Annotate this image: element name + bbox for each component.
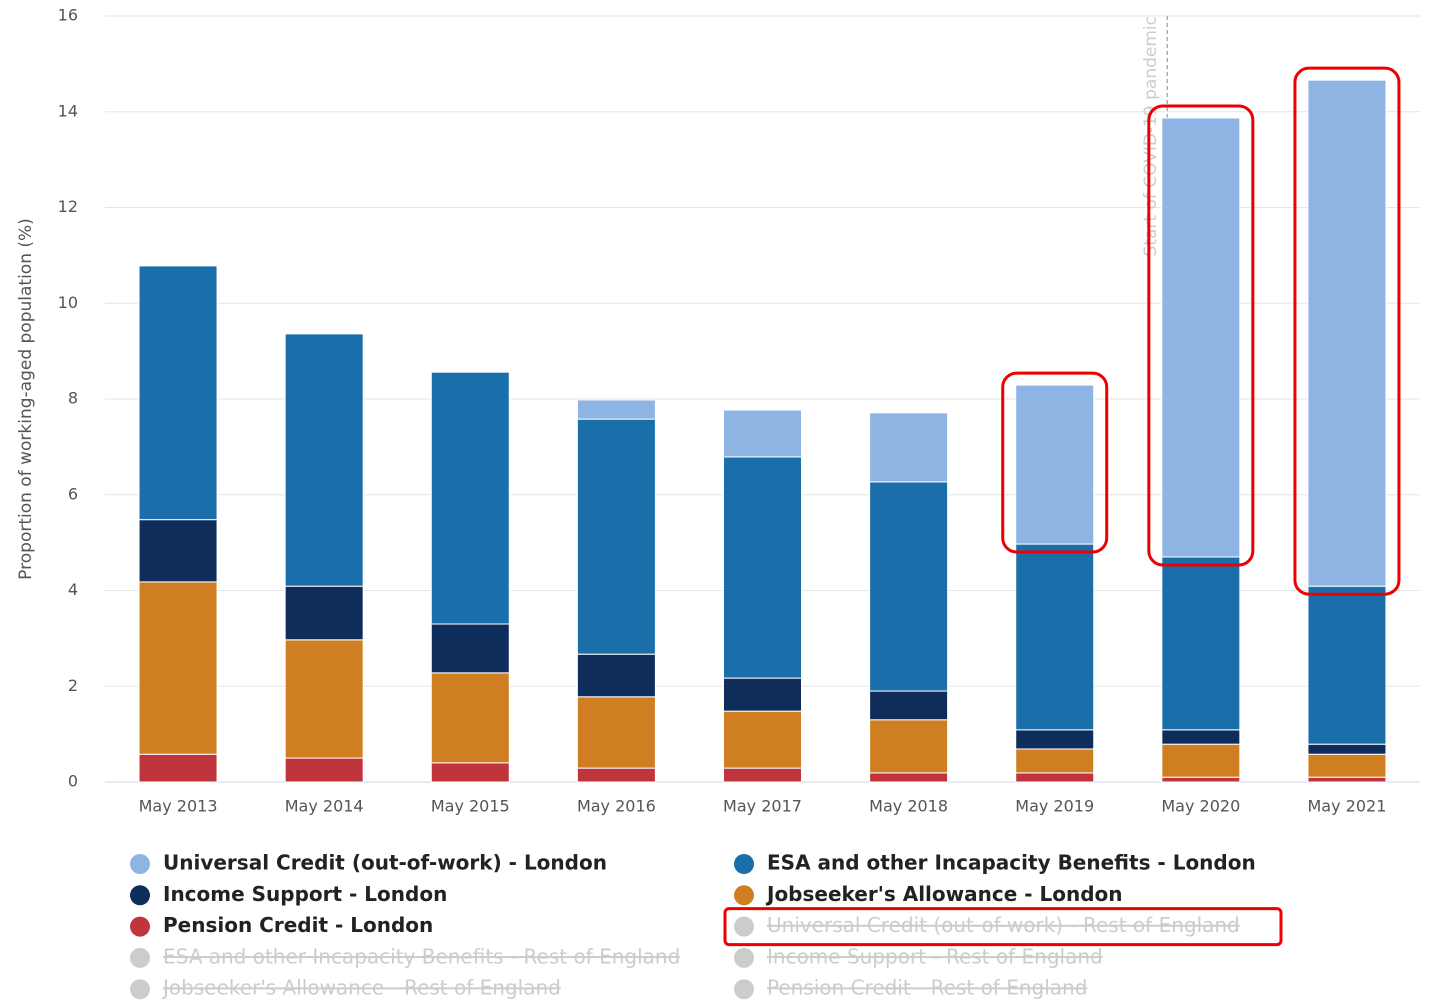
bar-segment [723,767,802,783]
legend-label[interactable]: Universal Credit (out-of-work) - Rest of… [767,913,1240,937]
bar-segment [1015,748,1095,774]
legend-label[interactable]: Income Support - London [163,882,447,906]
highlight-box [1147,104,1255,567]
bar-segment [869,719,949,774]
y-tick-label: 4 [68,580,78,599]
bar-segment [1161,776,1241,783]
y-tick-label: 10 [58,293,78,312]
bar-segment [1161,729,1241,745]
bar-segment [430,371,510,625]
bar-segment [284,333,364,587]
bar-segment [723,710,802,769]
bar-segment [430,672,510,764]
bar-segment [284,639,364,759]
legend-marker [130,979,150,1000]
bar-segment [138,519,218,583]
bar-segment [138,753,218,783]
bar-segment [869,412,949,483]
y-tick-label: 16 [58,6,78,25]
legend-marker [734,947,754,968]
legend-marker [130,854,150,874]
bar-segment [1307,753,1387,778]
bar-segment [1161,556,1241,731]
y-tick-label: 12 [58,197,78,216]
highlight-box [1293,66,1401,596]
legend-label[interactable]: Jobseeker's Allowance - London [765,882,1123,906]
bar-segment [576,418,656,655]
x-tick-label: May 2021 [1307,797,1386,816]
bar-segment [1161,117,1241,558]
bar-segment [138,581,218,755]
annotation-text: Start of COVID-19 pandemic [1141,16,1161,256]
legend-marker [130,885,150,906]
bar-segment [723,409,802,458]
x-tick-label: May 2013 [139,797,218,816]
y-tick-label: 6 [68,484,78,503]
bar-segment [1307,79,1387,587]
legend-marker [734,979,754,1000]
y-tick-label: 14 [58,101,78,120]
y-tick-label: 8 [68,389,78,408]
x-tick-label: May 2018 [869,797,948,816]
bar-segment [576,767,656,783]
bar-segment [430,623,510,674]
bar-segment [869,481,949,692]
legend-marker [734,854,754,874]
bar-segment [576,696,656,769]
legend-marker [130,916,150,937]
legend-label[interactable]: Universal Credit (out-of-work) - London [163,851,607,875]
bar-segment [576,653,656,698]
bar-segment [1015,543,1095,731]
legend-label[interactable]: Jobseeker's Allowance - Rest of England [161,976,561,1000]
legend-marker [734,885,754,906]
bar-segment [1015,729,1095,750]
legend-marker [130,947,150,968]
bar-segment [138,265,218,521]
bar-segment [723,456,802,679]
bar-segment [1015,772,1095,783]
legend-label[interactable]: Pension Credit - Rest of England [767,976,1087,1000]
legend-label[interactable]: Income Support - Rest of England [767,944,1103,968]
highlight-box [723,907,1283,947]
bar-segment [284,757,364,783]
highlight-box [1001,371,1109,554]
bar-segment [869,772,949,783]
x-tick-label: May 2015 [431,797,510,816]
x-tick-label: May 2014 [285,797,364,816]
bar-segment [1307,776,1387,783]
y-axis-label: Proportion of working-aged population (%… [16,218,36,580]
bar-segment [284,585,364,641]
x-tick-label: May 2016 [577,797,656,816]
legend-label[interactable]: Pension Credit - London [163,913,433,937]
bar-segment [723,677,802,712]
bar-segment [1307,585,1387,745]
bar-segment [1015,384,1095,545]
y-tick-label: 2 [68,676,78,695]
bar-segment [1161,743,1241,778]
legend-marker [734,916,754,937]
bar-segment [1307,743,1387,755]
x-tick-label: May 2019 [1015,797,1094,816]
bar-segment [869,690,949,721]
legend-label[interactable]: ESA and other Incapacity Benefits - Lond… [767,851,1256,875]
bar-segment [430,762,510,783]
x-tick-label: May 2020 [1161,797,1240,816]
x-tick-label: May 2017 [723,797,802,816]
legend-label[interactable]: ESA and other Incapacity Benefits - Rest… [163,944,680,968]
bar-segment [576,399,656,420]
y-tick-label: 0 [68,772,78,791]
